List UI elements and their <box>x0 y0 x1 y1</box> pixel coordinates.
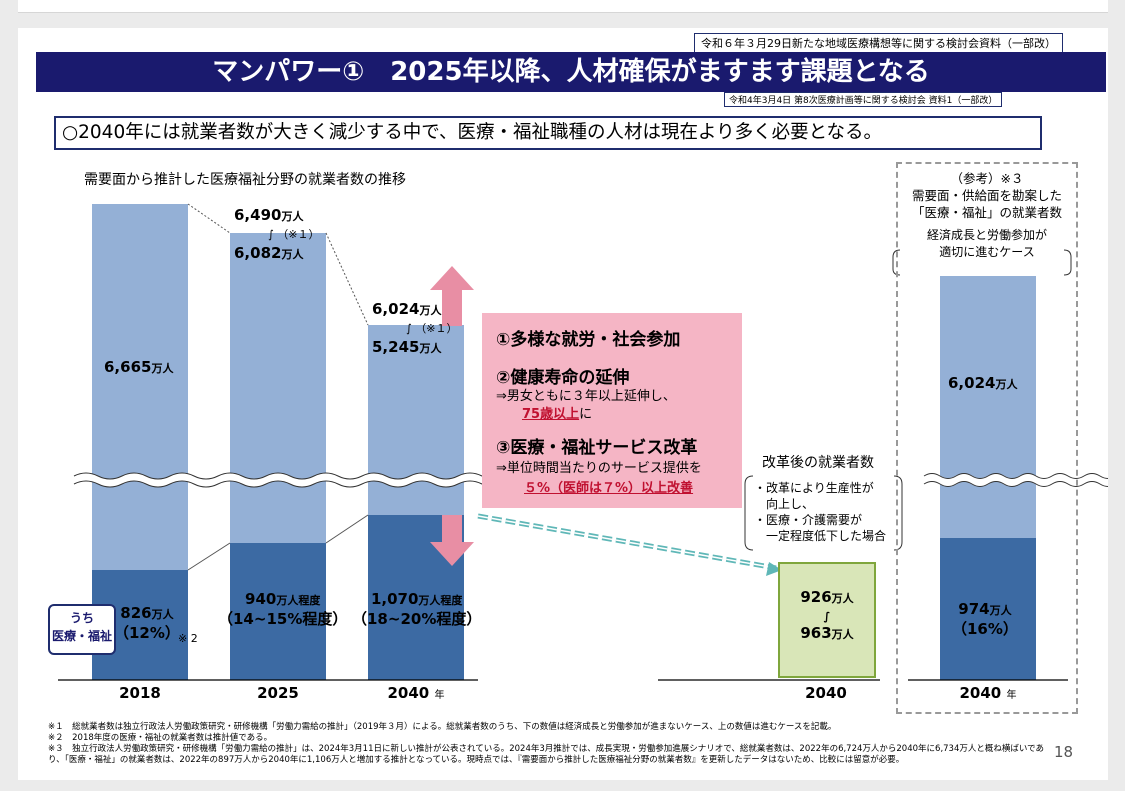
footnote-2: ※２ 2018年度の医療・福祉の就業者数は推計値である。 <box>48 733 273 743</box>
label-2025-total-low: 6,082万人 <box>234 244 304 262</box>
measure-2-target-line: 75歳以上に <box>522 407 593 422</box>
x-label-2025: 2025 <box>257 684 299 702</box>
lead-statement: ○2040年には就業者数が大きく減少する中で、医療・福祉職種の人材は現在より多く… <box>54 116 1042 150</box>
page-number: 18 <box>1054 743 1074 761</box>
measure-2-desc: ⇒男女ともに３年以上延伸し、 <box>496 389 676 404</box>
measure-1: ①多様な就労・社会参加 <box>496 330 681 350</box>
label-2040-total-high: 6,024万人 <box>372 300 442 318</box>
slide-title: マンパワー① 2025年以降、人材確保がますます課題となる <box>36 52 1106 92</box>
x-label-2018: 2018 <box>119 684 161 702</box>
bar-2025-welfare <box>230 543 326 680</box>
bar-2018-total <box>92 204 188 570</box>
bar-ref-welfare <box>940 538 1036 680</box>
measure-3-target: ５%（医師は７%）以上改善 <box>524 481 694 496</box>
source-note-top: 令和６年３月29日新たな地域医療構想等に関する検討会資料（一部改） <box>694 33 1063 53</box>
measure-3-desc: ⇒単位時間当たりのサービス提供を <box>496 461 702 476</box>
label-ref-total: 6,024万人 <box>948 374 1018 392</box>
chart-overlay <box>58 203 1108 681</box>
bar-2025-total <box>230 233 326 543</box>
bar-ref-total <box>940 276 1036 538</box>
measure-2: ②健康寿命の延伸 <box>496 368 630 388</box>
reform-title: 改革後の就業者数 <box>762 455 874 471</box>
label-2025-welfare: 940万人程度 （14~15%程度） <box>218 590 348 628</box>
reference-box <box>896 162 1078 714</box>
label-2025-total-high: 6,490万人 <box>234 206 304 224</box>
footnote-3: ※３ 独立行政法人労働政策研究・研修機構「労働力需給の推計」は、2024年3月1… <box>48 744 1045 765</box>
measures-box: ①多様な就労・社会参加 ②健康寿命の延伸 ⇒男女ともに３年以上延伸し、 75歳以… <box>482 313 742 508</box>
source-note-sub: 令和4年3月4日 第8次医療計画等に関する検討会 資料1（一部改） <box>724 92 1003 107</box>
label-2018-total: 6,665万人 <box>104 358 174 376</box>
reform-conditions: ・改革により生産性が 向上し、 ・医療・介護需要が 一定程度低下した場合 <box>754 481 887 543</box>
reference-header: （参考）※３ 需要面・供給面を勘案した 「医療・福祉」の就業者数 経済成長と労働… <box>911 171 1062 259</box>
label-2040-welfare: 1,070万人程度 （18~20%程度） <box>352 590 482 628</box>
footnote-1: ※１ 総就業者数は独立行政法人労働政策研究・研修機構「労働力需給の推計」（201… <box>48 722 837 732</box>
label-2018-welfare: 826万人 （12%） <box>114 604 180 642</box>
x-label-2040: 2040 年 <box>387 684 445 702</box>
label-2018-note: ※ 2 <box>178 632 198 645</box>
chart-title: 需要面から推計した医療福祉分野の就業者数の推移 <box>84 172 406 188</box>
x-label-2040-ref: 2040 年 <box>959 684 1017 702</box>
slide: 令和６年３月29日新たな地域医療構想等に関する検討会資料（一部改） マンパワー①… <box>18 28 1108 780</box>
welfare-badge: うち 医療・福祉 <box>48 604 116 655</box>
footnotes: ※１ 総就業者数は独立行政法人労働政策研究・研修機構「労働力需給の推計」（201… <box>48 722 1058 766</box>
reform-bar: 926万人 ∫ 963万人 <box>778 562 876 678</box>
measure-3: ③医療・福祉サービス改革 <box>496 438 698 458</box>
x-label-2040-reform: 2040 <box>805 684 847 702</box>
previous-slide-edge <box>18 0 1108 13</box>
label-2025-note: ∫ （※１） <box>268 228 320 241</box>
label-reform-welfare: 926万人 ∫ 963万人 <box>800 588 854 642</box>
label-2040-note: ∫ （※１） <box>406 322 458 335</box>
label-ref-welfare: 974万人 （16%） <box>952 600 1018 638</box>
label-2040-total-low: 5,245万人 <box>372 338 442 356</box>
